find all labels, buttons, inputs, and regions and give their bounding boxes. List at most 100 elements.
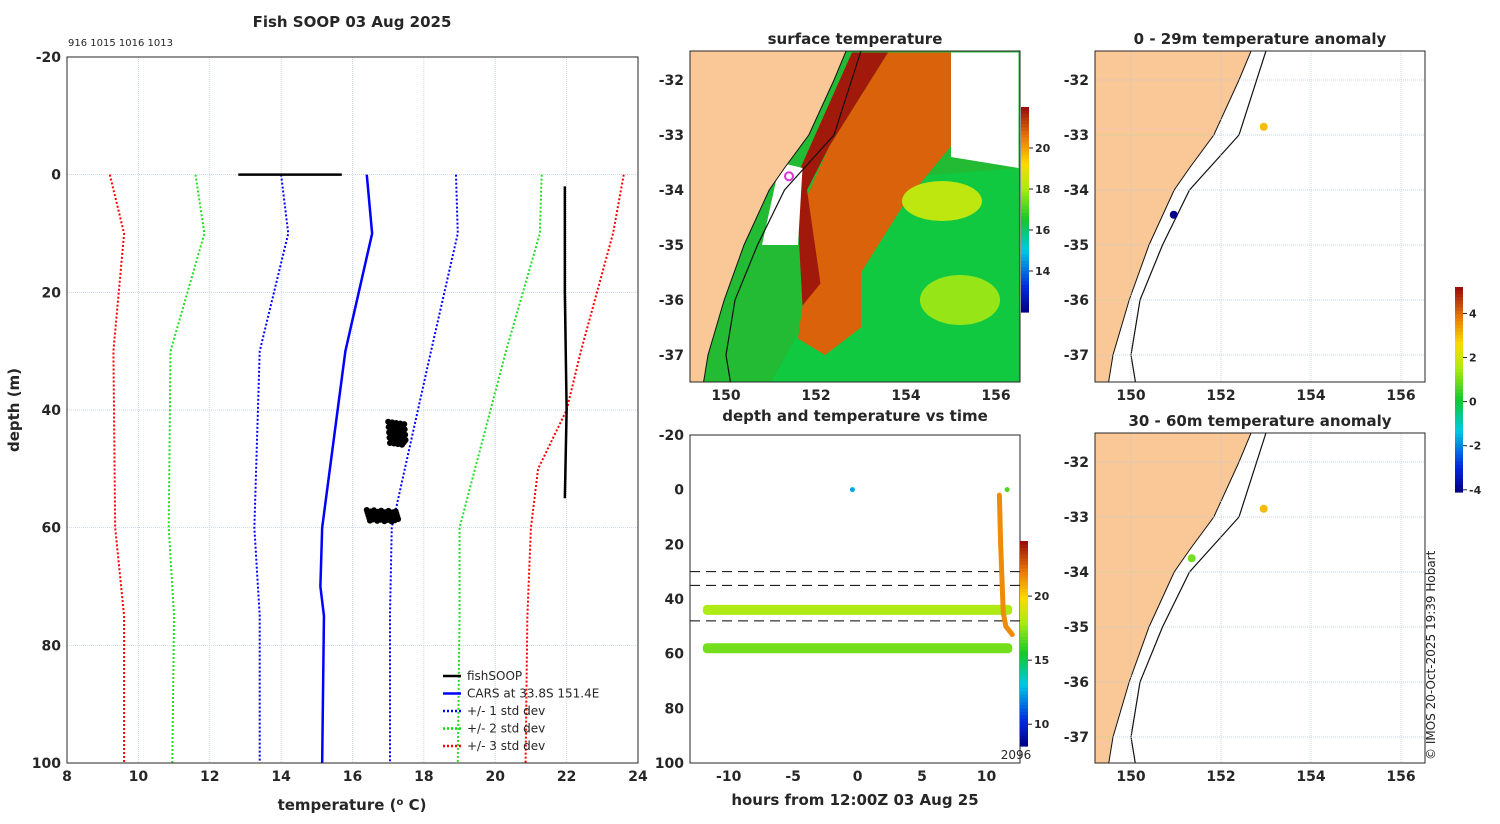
anomaly-colorbar-segment: [1455, 392, 1463, 397]
anomaly-colorbar-segment: [1455, 365, 1463, 370]
depth-time-xlabel: hours from 12:00Z 03 Aug 25: [731, 791, 978, 809]
anomaly-0-29-ytick-label: -33: [1064, 128, 1089, 144]
anomaly-0-29-frame: [1094, 50, 1426, 383]
sst-colorbar-segment: [1021, 189, 1029, 194]
fishsoop-point: [395, 516, 402, 523]
depth-time-ytick-label: 20: [665, 537, 685, 553]
depth-time-colorbar-segment: [1020, 561, 1028, 566]
sst-colorbar-segment: [1021, 294, 1029, 299]
cars-location-marker: [784, 171, 794, 182]
depth-time-colorbar-segment: [1020, 605, 1028, 610]
depth-time-colorbar-tick-label: 10: [1034, 718, 1050, 731]
sst-colorbar-segment: [1021, 230, 1029, 235]
depth-time-colorbar-segment: [1020, 725, 1028, 730]
sst-colorbar-segment: [1021, 257, 1029, 262]
fishsoop-point: [387, 515, 394, 522]
anomaly-colorbar-segment: [1455, 471, 1463, 476]
sst-cloud: [762, 162, 803, 245]
sst-cloud: [951, 52, 1019, 168]
legend-label: +/- 3 std dev: [467, 739, 545, 753]
anomaly-30-60-ytick-label: -33: [1064, 510, 1089, 526]
depth-time-colorbar-segment: [1020, 708, 1028, 713]
depth-time-colorbar-segment: [1020, 681, 1028, 686]
sst-frame: [689, 50, 1021, 383]
anomaly-colorbar-tick-label: -4: [1469, 484, 1482, 497]
depth-time-colorbar-segment: [1020, 664, 1028, 669]
anomaly-colorbar-segment: [1455, 345, 1463, 350]
sst-colorbar-tick-label: 14: [1035, 265, 1051, 278]
anomaly-30-60-frame: [1094, 432, 1426, 764]
anomaly-colorbar-segment: [1455, 427, 1463, 432]
profile-ytick-label: 60: [42, 521, 62, 537]
anomaly-colorbar-segment: [1455, 406, 1463, 411]
anomaly-0-29-xtick-label: 154: [1296, 388, 1325, 404]
anomaly-colorbar-segment: [1455, 369, 1463, 374]
sst-colorbar-tick-label: 20: [1035, 142, 1051, 155]
sst-yellow-patch: [902, 181, 982, 221]
depth-time-colorbar-segment: [1020, 694, 1028, 699]
depth-time-frame: [689, 434, 1021, 764]
anomaly-colorbar-segment: [1455, 488, 1463, 493]
depth-time-colorbar-segment: [1020, 629, 1028, 634]
depth-time-colorbar-segment: [1020, 599, 1028, 604]
sst-colorbar-segment: [1021, 107, 1029, 112]
profile-xtick-label: 24: [628, 769, 648, 785]
sst-colorbar-segment: [1021, 301, 1029, 306]
depth-band: [702, 643, 1013, 654]
anomaly-colorbar-segment: [1455, 297, 1463, 302]
anomaly-colorbar-segment: [1455, 430, 1463, 435]
sst-ytick-label: -36: [659, 293, 684, 309]
sst-colorbar-segment: [1021, 127, 1029, 132]
fishsoop-point: [389, 419, 396, 426]
profile-ytick-label: 0: [51, 168, 61, 184]
depth-time-xtick-label: 10: [977, 769, 997, 785]
depth-time-colorbar-segment: [1020, 650, 1028, 655]
depth-time-colorbar-segment: [1020, 595, 1028, 600]
profile-ytick-label: -20: [36, 50, 62, 66]
depth-time-colorbar-segment: [1020, 568, 1028, 573]
depth-time-colorbar-segment: [1020, 609, 1028, 614]
series--3-std: [108, 174, 126, 763]
sst-colorbar-segment: [1021, 288, 1029, 293]
depth-time-colorbar-segment: [1020, 670, 1028, 675]
depth-time-colorbar-segment: [1020, 732, 1028, 737]
anomaly-0-29-xtick-label: 156: [1386, 388, 1415, 404]
sst-colorbar-segment: [1021, 260, 1029, 265]
anomaly-point: [1169, 210, 1178, 219]
depth-time-colorbar-segment: [1020, 643, 1028, 648]
sst-xtick-label: 156: [981, 388, 1010, 404]
depth-time-colorbar-segment: [1020, 722, 1028, 727]
xlabel-part: temperature (: [278, 796, 397, 814]
xlabel-part: o: [396, 797, 403, 808]
series--2-std: [456, 174, 543, 764]
sst-colorbar-segment: [1021, 199, 1029, 204]
anomaly-colorbar-segment: [1455, 451, 1463, 456]
depth-time-ytick-label: 80: [665, 701, 685, 717]
anomaly-30-60-map: [1095, 433, 1425, 763]
anomaly-colorbar-tick-label: -2: [1469, 440, 1481, 453]
anomaly-colorbar-segment: [1455, 433, 1463, 438]
legend-label: +/- 1 std dev: [467, 704, 545, 718]
sst-colorbar-segment: [1021, 236, 1029, 241]
sst-colorbar-segment: [1021, 247, 1029, 252]
profile-legend: fishSOOP CARS at 33.8S 151.4E +/- 1 std de…: [443, 669, 599, 753]
legend-label: fishSOOP: [467, 669, 522, 683]
depth-time-colorbar-segment: [1020, 554, 1028, 559]
credit-text: © IMOS 20-Oct-2025 19:39 Hobart: [1424, 550, 1438, 760]
sst-colorbar-segment: [1021, 168, 1029, 173]
anomaly-30-60-title: 30 - 60m temperature anomaly: [1128, 412, 1391, 430]
sst-colorbar-segment: [1021, 161, 1029, 166]
depth-time-colorbar-segment: [1020, 677, 1028, 682]
anomaly-colorbar-segment: [1455, 444, 1463, 449]
sst-colorbar-segment: [1021, 202, 1029, 207]
anomaly-colorbar-segment: [1455, 290, 1463, 295]
sst-colorbar-segment: [1021, 113, 1029, 118]
sst-colorbar-segment: [1021, 274, 1029, 279]
depth-time-colorbar-segment: [1020, 623, 1028, 628]
sst-colorbar-segment: [1021, 171, 1029, 176]
depth-time-colorbar-segment: [1020, 633, 1028, 638]
depth-time-ytick-label: -20: [659, 428, 685, 444]
profile-ylabel: depth (m): [5, 368, 23, 452]
depth-time-xtick-label: 0: [853, 769, 863, 785]
